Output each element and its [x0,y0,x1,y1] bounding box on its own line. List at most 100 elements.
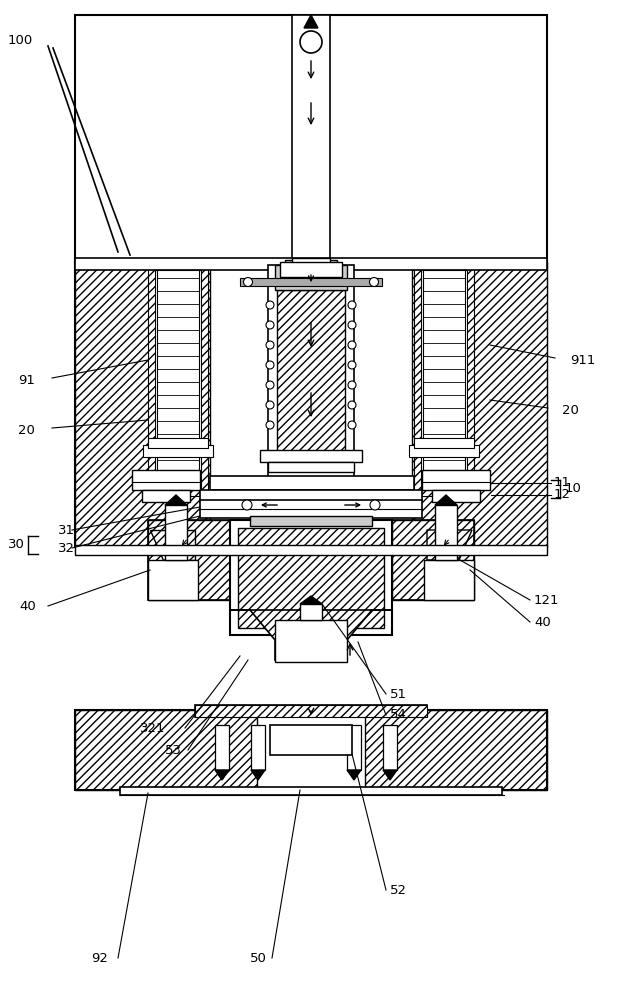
Bar [285,260,337,282]
Bar [240,278,382,286]
Circle shape [348,421,356,429]
Bar [143,445,213,457]
Bar [230,520,392,635]
Text: 100: 100 [7,33,32,46]
Bar [365,710,547,790]
Bar [277,290,345,465]
Bar [300,604,322,620]
Bar [409,445,479,457]
Circle shape [369,277,379,286]
Bar [435,505,457,560]
Bar [210,476,414,490]
Bar [148,268,208,496]
Circle shape [266,421,274,429]
Bar [412,262,547,547]
Circle shape [348,401,356,409]
Bar [392,520,474,600]
Bar [148,520,230,600]
Text: 50: 50 [249,952,266,964]
Polygon shape [230,610,392,660]
Circle shape [266,321,274,329]
Text: 40: 40 [20,599,36,612]
Bar [275,265,347,290]
Circle shape [348,341,356,349]
Text: 53: 53 [165,744,182,756]
Bar [414,268,474,496]
Text: 31: 31 [58,524,75,536]
Circle shape [266,341,274,349]
Bar [268,462,354,472]
Bar [260,450,362,462]
Circle shape [266,381,274,389]
Text: 52: 52 [390,884,407,896]
Text: 32: 32 [58,542,75,554]
Bar [132,470,200,490]
Circle shape [348,301,356,309]
Bar [414,438,474,448]
Bar [120,787,502,795]
Polygon shape [427,530,472,560]
Bar [238,528,384,628]
Text: 121: 121 [534,593,560,606]
Text: 321: 321 [139,722,165,734]
Text: 30: 30 [7,538,24,552]
Bar [424,560,474,600]
Circle shape [348,361,356,369]
Circle shape [348,381,356,389]
Text: 54: 54 [390,708,407,722]
Circle shape [266,401,274,409]
Bar [292,15,330,275]
Bar [422,470,490,490]
Circle shape [300,31,322,53]
Bar [251,725,265,770]
Bar [280,262,342,277]
Text: 10: 10 [565,483,582,495]
Text: 911: 911 [570,354,595,366]
Polygon shape [300,596,322,604]
Bar [200,490,422,502]
Polygon shape [435,495,457,505]
Bar [75,710,547,790]
Circle shape [243,277,253,286]
Text: 91: 91 [18,373,35,386]
Bar [195,705,427,717]
Bar [432,490,480,502]
Text: 20: 20 [18,424,35,436]
Bar [392,520,474,600]
Bar [75,710,257,790]
Bar [347,725,361,770]
Bar [200,500,422,518]
Polygon shape [347,770,361,780]
Polygon shape [150,530,195,560]
Bar [155,270,201,490]
Bar [270,725,352,755]
Polygon shape [383,770,397,780]
Bar [75,262,547,547]
Bar [292,258,330,288]
Bar [148,438,208,448]
Bar [195,705,427,717]
Bar [268,265,354,480]
Circle shape [266,361,274,369]
Bar [75,262,210,547]
Bar [215,725,229,770]
Polygon shape [251,770,265,780]
Bar [165,505,187,560]
Bar [383,725,397,770]
Text: 11: 11 [554,477,571,489]
Circle shape [266,301,274,309]
Circle shape [242,500,252,510]
Text: 12: 12 [554,488,571,502]
Bar [250,516,372,526]
Text: 20: 20 [562,403,579,416]
Bar [142,490,190,502]
Bar [148,560,198,600]
Bar [75,15,547,263]
Circle shape [348,321,356,329]
Circle shape [370,500,380,510]
Polygon shape [165,495,187,505]
Bar [148,520,230,600]
Bar [75,258,547,270]
Text: 51: 51 [390,688,407,700]
Text: 92: 92 [91,952,108,964]
